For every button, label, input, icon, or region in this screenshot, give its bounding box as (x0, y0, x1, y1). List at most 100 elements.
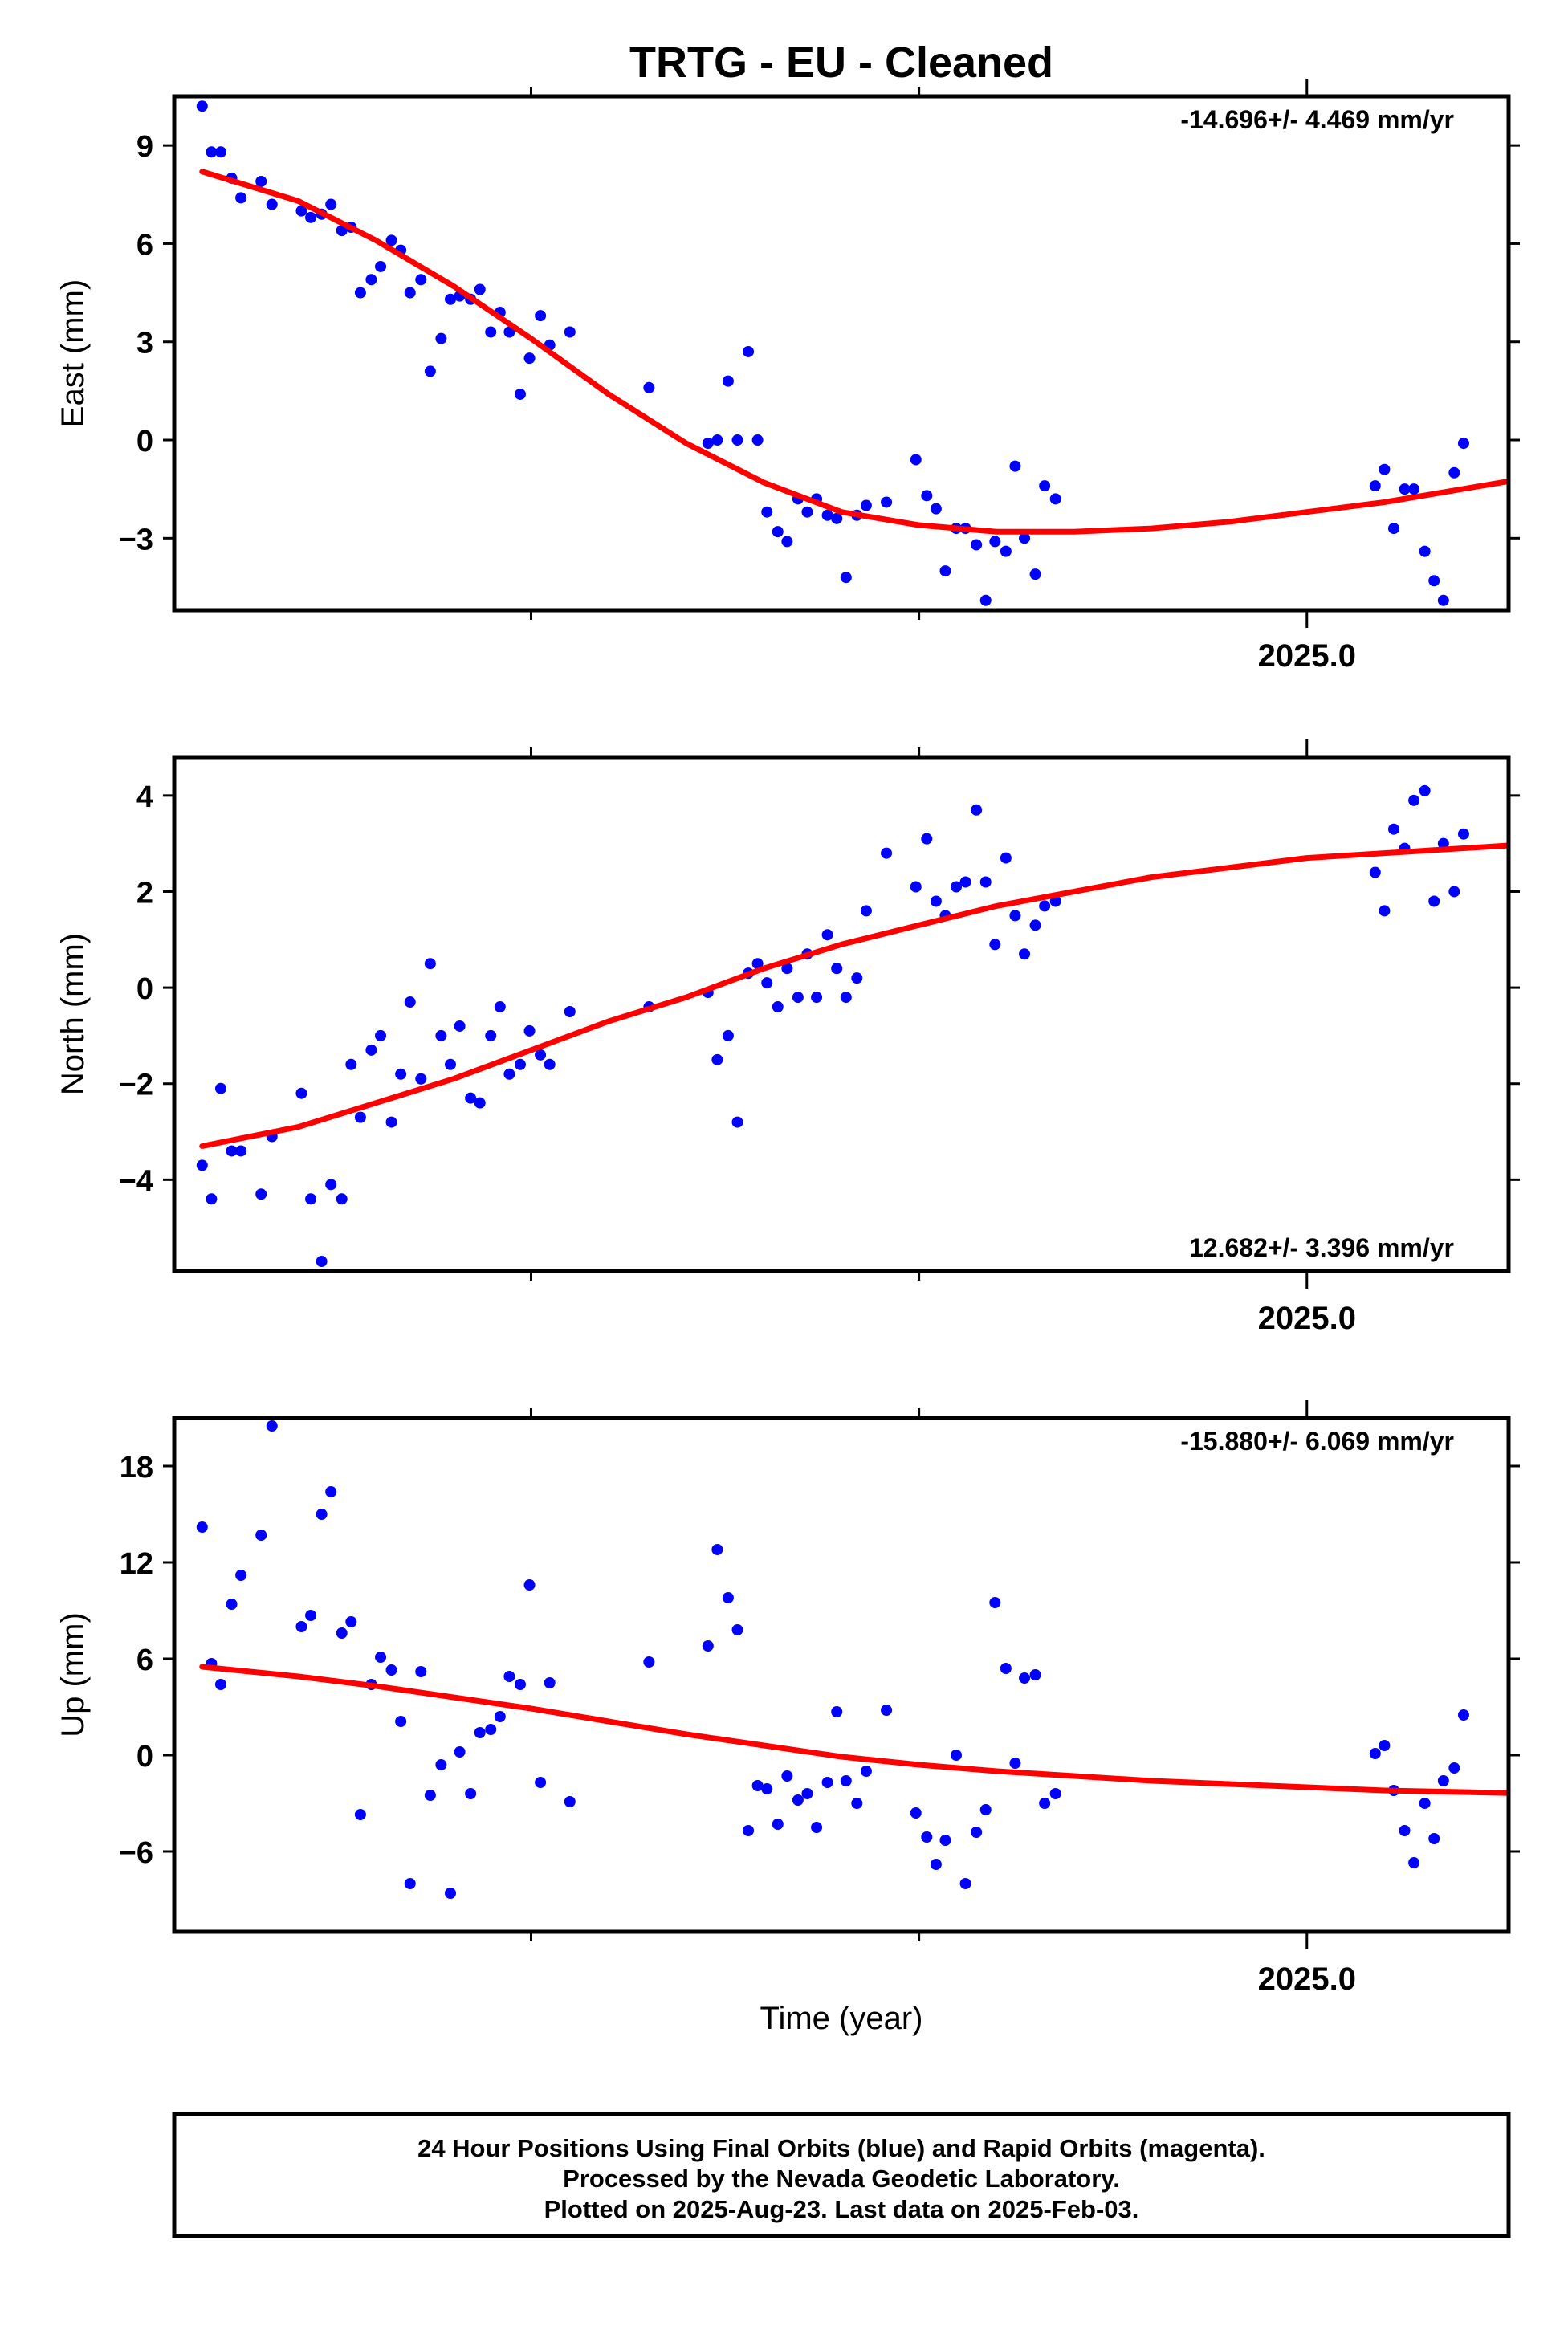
east-data-point (1379, 463, 1391, 475)
up-data-point (881, 1705, 893, 1716)
up-data-point (1379, 1740, 1391, 1751)
east-ylabel: East (mm) (55, 279, 91, 427)
up-data-point (485, 1724, 497, 1735)
north-data-point (1387, 823, 1399, 835)
up-data-point (474, 1727, 486, 1738)
east-xtick-label: 2025.0 (1258, 638, 1356, 674)
north-data-point (1000, 852, 1012, 864)
east-data-point (435, 332, 447, 344)
east-data-point (336, 225, 348, 237)
north-data-point (1369, 866, 1381, 878)
up-data-point (939, 1835, 951, 1846)
east-data-point (979, 594, 992, 606)
north-data-point (214, 1082, 226, 1094)
up-data-point (979, 1804, 992, 1815)
up-data-point (1408, 1857, 1420, 1868)
up-data-point (772, 1819, 784, 1830)
north-data-point (1448, 886, 1460, 898)
east-data-point (971, 539, 983, 551)
up-data-point (821, 1777, 833, 1788)
north-data-point (731, 1116, 743, 1128)
north-ytick-label: −4 (119, 1164, 153, 1198)
north-data-point (711, 1053, 723, 1065)
north-data-point (395, 1068, 407, 1080)
north-data-point (910, 881, 922, 893)
up-data-point (792, 1794, 804, 1806)
up-data-point (354, 1809, 366, 1820)
east-data-point (1019, 532, 1031, 544)
north-data-point (930, 895, 942, 907)
east-data-point (385, 234, 397, 246)
east-data-point (1457, 438, 1469, 450)
north-data-point (1408, 794, 1420, 806)
east-data-point (722, 375, 734, 387)
east-data-point (1000, 545, 1012, 557)
up-data-point (1457, 1709, 1469, 1721)
up-ylabel: Up (mm) (55, 1612, 91, 1737)
up-data-point (535, 1777, 547, 1788)
up-data-point (214, 1679, 226, 1690)
up-data-point (375, 1652, 387, 1663)
north-data-point (772, 1001, 784, 1013)
up-ytick-label: 18 (120, 1451, 153, 1485)
north-ytick-label: −2 (119, 1069, 153, 1102)
up-data-point (395, 1716, 407, 1727)
up-data-point (1399, 1825, 1411, 1836)
up-data-point (345, 1616, 357, 1627)
up-data-point (1000, 1663, 1012, 1674)
east-data-point (840, 572, 852, 584)
north-data-point (404, 996, 416, 1008)
north-data-point (881, 847, 893, 859)
east-data-point (1448, 466, 1460, 479)
north-ylabel: North (mm) (55, 933, 91, 1095)
north-data-point (1437, 837, 1449, 849)
east-data-point (743, 345, 755, 357)
east-data-point (535, 310, 547, 322)
east-data-point (503, 326, 515, 338)
up-data-point (514, 1679, 526, 1690)
up-data-point (494, 1711, 506, 1722)
north-ytick-label: 0 (136, 972, 153, 1006)
up-data-point (1369, 1748, 1381, 1759)
east-data-point (235, 192, 247, 204)
north-data-point (1419, 784, 1431, 796)
east-data-point (325, 198, 337, 210)
up-data-point (1029, 1669, 1041, 1680)
north-data-point (503, 1068, 515, 1080)
up-data-point (266, 1420, 278, 1432)
north-data-point (851, 972, 863, 984)
east-ytick-label: 6 (136, 228, 153, 262)
up-data-point (971, 1827, 983, 1838)
figure-title: TRTG - EU - Cleaned (629, 39, 1053, 87)
up-data-point (811, 1822, 823, 1833)
north-data-point (206, 1193, 218, 1205)
east-data-point (643, 381, 655, 393)
up-data-point (1049, 1788, 1061, 1799)
north-data-point (979, 876, 992, 888)
north-data-point (1559, 771, 1568, 782)
north-data-point (514, 1058, 526, 1070)
up-data-point (1428, 1833, 1440, 1844)
north-data-point (365, 1044, 377, 1056)
north-data-point (415, 1073, 427, 1085)
east-data-point (404, 287, 416, 299)
north-rate-label: 12.682+/- 3.396 mm/yr (1189, 1233, 1454, 1262)
up-data-point (325, 1486, 337, 1497)
east-data-point (1419, 545, 1431, 557)
east-data-point (930, 503, 942, 515)
north-data-point (1009, 910, 1021, 922)
east-rate-label: -14.696+/- 4.469 mm/yr (1180, 105, 1454, 134)
east-data-point (772, 526, 784, 538)
up-data-point (761, 1783, 773, 1794)
up-data-point (851, 1798, 863, 1809)
footer-line-2: Processed by the Nevada Geodetic Laborat… (563, 2165, 1120, 2193)
up-data-point (722, 1592, 734, 1603)
east-data-point (365, 274, 377, 286)
north-data-point (1029, 919, 1041, 931)
up-data-point (235, 1570, 247, 1581)
north-data-area (196, 771, 1568, 1268)
north-data-point (255, 1188, 267, 1200)
east-data-point (860, 499, 872, 511)
up-data-point (226, 1599, 238, 1610)
